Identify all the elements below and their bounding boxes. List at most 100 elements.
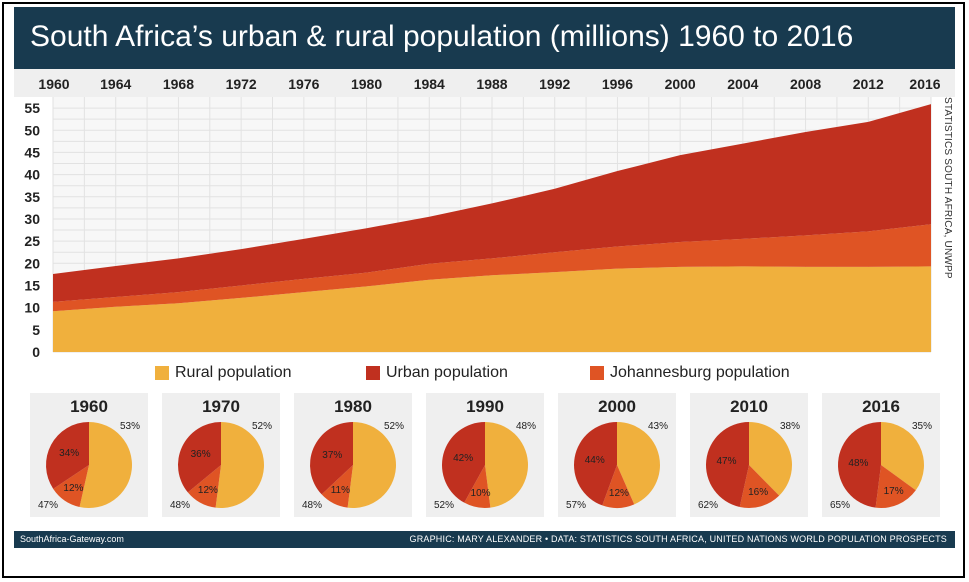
source-vertical-text: STATISTICS SOUTH AFRICA, UNWPP [942,97,953,279]
pie-label-urban: 42% [453,453,474,465]
pie-label-johannesburg: 11% [330,485,350,497]
pie-label-urban: 34% [59,447,80,459]
pie-slice-rural [485,422,528,508]
x-tick-label: 2008 [789,76,822,92]
legend-label-rural: Rural population [175,364,292,381]
area-series-johannesburg [53,224,931,312]
pie-card-1990: 1990 48% 10% 42% 52% [426,393,544,517]
x-tick-label: 1988 [476,76,508,92]
pie-label-rural: 53% [120,421,141,432]
y-tick-label: 15 [24,277,40,293]
pie-year-title: 1990 [466,397,504,416]
pie-label-rural: 52% [252,421,273,432]
pie-slice-johannesburg [875,465,916,508]
footer-bar: SouthAfrica-Gateway.com GRAPHIC: MARY AL… [14,531,955,548]
chart-title: South Africa’s urban & rural population … [30,20,854,53]
title-bar: South Africa’s urban & rural population … [14,7,955,69]
vertical-source-note: STATISTICS SOUTH AFRICA, UNWPP [942,97,953,297]
pie-label-johannesburg: 10% [470,487,491,499]
y-tick-label: 30 [24,211,40,227]
pie-slice-urban [178,422,221,493]
stacked-area-chart: 0 5 10 15 20 25 30 35 40 45 50 55 [24,97,932,359]
legend-swatch-johannesburg [590,366,604,380]
pie-chart [706,422,792,508]
pie-label-total-urban: 62% [698,500,719,511]
pie-slice-johannesburg [602,465,635,508]
y-tick-label: 50 [24,122,40,138]
pie-slice-rural [347,422,397,508]
legend-label-johannesburg: Johannesburg population [610,364,790,381]
legend-johannesburg: Johannesburg population [590,364,790,382]
pie-slice-rural [881,422,924,491]
year-axis-bar [14,69,955,97]
pie-year-title: 1970 [202,397,240,416]
x-tick-label: 2012 [852,76,884,92]
pie-label-urban: 36% [190,448,211,460]
y-tick-label: 25 [24,233,40,249]
pie-slice-urban [442,422,485,503]
pie-slice-johannesburg [739,465,780,508]
pie-label-johannesburg: 16% [748,487,769,499]
x-tick-label: 1992 [539,76,571,92]
pie-slice-rural [215,422,265,508]
x-tick-label: 1972 [225,76,257,92]
y-tick-label: 10 [24,300,40,316]
pie-label-rural: 48% [516,421,537,432]
legend-rural: Rural population [155,364,292,382]
legend-swatch-urban [366,366,380,380]
pie-card-2010: 2010 38% 16% 47% 62% [690,393,808,517]
pie-slice-urban [574,422,617,506]
x-tick-label: 1980 [350,76,383,92]
pie-label-johannesburg: 12% [608,488,629,500]
pie-chart [838,422,924,508]
y-tick-label: 35 [24,189,40,205]
pie-slice-johannesburg [187,465,221,508]
pie-card-2016: 2016 35% 17% 48% 65% [822,393,940,517]
pie-label-johannesburg: 12% [197,484,218,496]
x-tick-label: 1976 [288,76,320,92]
pie-label-johannesburg: 12% [63,483,84,495]
pie-label-urban: 48% [848,457,869,469]
x-tick-label: 1968 [162,76,194,92]
pie-slice-johannesburg [464,465,491,508]
pie-slice-urban [46,422,89,489]
x-tick-label: 2016 [909,76,941,92]
x-tick-label: 1984 [413,76,445,92]
x-tick-label: 2000 [664,76,696,92]
pie-card-1980: 1980 52% 11% 37% 48% [294,393,412,517]
x-tick-label: 1964 [100,76,132,92]
pie-slice-rural [617,422,660,505]
area-series-rural [53,266,931,352]
y-tick-label: 20 [24,255,40,271]
pie-label-total-urban: 48% [170,500,191,511]
pie-chart [310,422,397,508]
y-tick-label: 45 [24,144,40,160]
legend-label-urban: Urban population [386,364,508,381]
pie-label-rural: 52% [384,421,405,432]
pie-slice-urban [310,422,353,495]
footer-site: SouthAfrica-Gateway.com [20,534,124,544]
pie-label-total-urban: 48% [302,500,323,511]
pie-label-rural: 38% [780,421,801,432]
pie-label-rural: 43% [648,421,669,432]
legend-swatch-rural [155,366,169,380]
y-tick-label: 55 [24,100,40,116]
pie-year-title: 1960 [70,397,108,416]
pie-slice-urban [706,422,749,507]
pie-label-total-urban: 65% [830,500,851,511]
y-tick-label: 40 [24,167,40,183]
pie-chart [46,422,132,508]
pie-slice-johannesburg [321,465,353,508]
pie-label-rural: 35% [912,421,933,432]
pie-label-total-urban: 52% [434,500,455,511]
pie-label-total-urban: 47% [38,500,59,511]
legend-urban: Urban population [366,364,508,382]
pie-label-johannesburg: 17% [883,485,904,497]
footer-credits: GRAPHIC: MARY ALEXANDER • DATA: STATISTI… [409,534,947,544]
y-tick-label: 0 [32,344,40,359]
pie-slice-johannesburg [53,465,89,507]
pie-card-2000: 2000 43% 12% 44% 57% [558,393,676,517]
x-tick-label: 1996 [601,76,633,92]
x-tick-label: 2004 [727,76,759,92]
pie-chart [178,422,265,508]
